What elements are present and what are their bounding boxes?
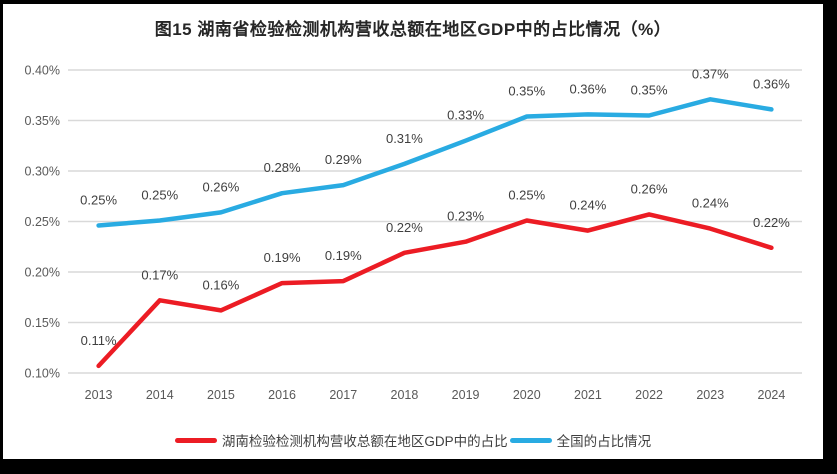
x-tick-label: 2024 [758, 388, 786, 402]
legend-swatch-national [509, 437, 552, 443]
y-tick-label: 0.20% [25, 266, 60, 280]
y-tick-label: 0.25% [25, 215, 60, 229]
y-tick-label: 0.10% [25, 367, 60, 381]
data-label-series1: 0.26% [202, 179, 239, 194]
x-tick-label: 2023 [696, 388, 724, 402]
data-label-series1: 0.31% [386, 131, 423, 146]
x-tick-label: 2018 [391, 388, 419, 402]
line-chart: 0.10% 0.15% 0.20% 0.25% 0.30% 0.35% 0.40% 2013 2… [25, 64, 802, 402]
legend-swatch-hunan [174, 437, 217, 443]
data-label-series1: 0.37% [692, 66, 729, 81]
y-tick-label: 0.30% [25, 165, 60, 179]
data-label-series1: 0.28% [264, 160, 301, 175]
y-tick-label: 0.15% [25, 316, 60, 330]
data-label-series0: 0.22% [386, 220, 423, 235]
data-label-series1: 0.25% [80, 193, 117, 208]
data-label-series0: 0.19% [264, 250, 301, 265]
x-tick-label: 2020 [513, 388, 541, 402]
legend-item-national: 全国的占比情况 [509, 430, 652, 450]
x-tick-label: 2021 [574, 388, 602, 402]
data-label-series0: 0.24% [692, 196, 729, 211]
chart-title: 图15 湖南省检验检测机构营收总额在地区GDP中的占比情况（%） [154, 20, 672, 39]
y-tick-label: 0.40% [25, 64, 60, 78]
x-tick-label: 2017 [329, 388, 357, 402]
series-line-1 [96, 97, 774, 228]
chart-canvas: 图15 湖南省检验检测机构营收总额在地区GDP中的占比情况（%） 0.10% 0.… [3, 4, 823, 459]
series-line-0 [96, 212, 774, 369]
data-label-series1: 0.35% [508, 83, 545, 98]
y-tick-label: 0.35% [25, 114, 60, 128]
x-tick-label: 2013 [85, 388, 113, 402]
x-tick-label: 2015 [207, 388, 235, 402]
x-tick-label: 2014 [146, 388, 174, 402]
data-label-series0: 0.24% [569, 198, 606, 213]
data-label-series1: 0.29% [325, 152, 362, 167]
data-label-series0: 0.23% [447, 209, 484, 224]
legend-label-national: 全国的占比情况 [556, 434, 652, 449]
legend-label-hunan: 湖南检验检测机构营收总额在地区GDP中的占比 [221, 434, 508, 449]
x-tick-label: 2019 [452, 388, 480, 402]
data-label-series1: 0.36% [753, 76, 790, 91]
data-label-series1: 0.36% [569, 81, 606, 96]
data-label-series1: 0.35% [631, 82, 668, 97]
x-tick-label: 2016 [268, 388, 296, 402]
data-label-series0: 0.22% [753, 215, 790, 230]
chart-legend: 湖南检验检测机构营收总额在地区GDP中的占比 全国的占比情况 [3, 430, 823, 450]
data-label-series0: 0.17% [141, 267, 178, 282]
data-label-series1: 0.25% [141, 187, 178, 202]
data-label-series0: 0.16% [202, 277, 239, 292]
legend-item-hunan: 湖南检验检测机构营收总额在地区GDP中的占比 [174, 430, 508, 450]
data-label-series0: 0.11% [81, 333, 117, 348]
data-label-series0: 0.19% [325, 248, 362, 263]
x-tick-label: 2022 [635, 388, 663, 402]
data-label-series0: 0.26% [631, 181, 668, 196]
data-label-series0: 0.25% [508, 187, 545, 202]
data-label-series1: 0.33% [447, 108, 484, 123]
